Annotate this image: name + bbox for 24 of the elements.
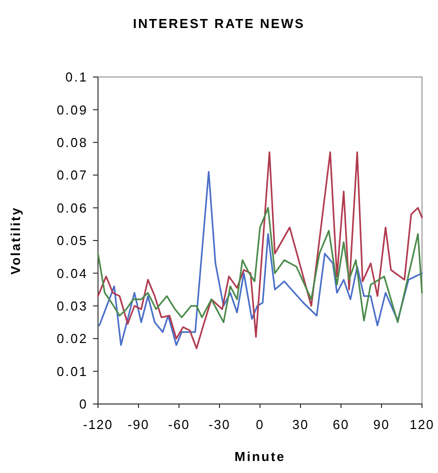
y-tick-label: 0.01 — [56, 364, 88, 379]
x-tick-label: -90 — [128, 417, 150, 432]
y-tick-label: 0.06 — [56, 200, 88, 216]
y-tick-label: 0.1 — [65, 70, 88, 85]
y-tick-label: 0.09 — [56, 102, 88, 118]
x-tick-label: 0 — [256, 417, 264, 432]
y-tick-label: 0.05 — [56, 233, 88, 248]
x-axis-title: Minute — [234, 449, 286, 464]
y-tick-label: 0.04 — [56, 266, 88, 281]
chart-title: INTEREST RATE NEWS — [133, 16, 305, 31]
x-tick-label: 90 — [373, 417, 390, 432]
x-tick-label: -30 — [208, 417, 230, 432]
y-tick-label: 0 — [79, 396, 88, 412]
y-tick-label: 0.03 — [56, 298, 88, 314]
x-tick-label: -120 — [82, 417, 114, 432]
line-series — [97, 207, 423, 324]
y-axis-title: Volatility — [8, 206, 23, 275]
y-tick-label: 0.07 — [56, 168, 88, 183]
x-tick-label: -60 — [168, 417, 190, 432]
x-tick-label: 120 — [410, 417, 434, 432]
y-tick-label: 0.02 — [56, 331, 88, 346]
x-tick-label: 30 — [292, 417, 309, 432]
x-tick-label: 60 — [332, 417, 350, 432]
y-tick-label: 0.08 — [56, 134, 88, 150]
